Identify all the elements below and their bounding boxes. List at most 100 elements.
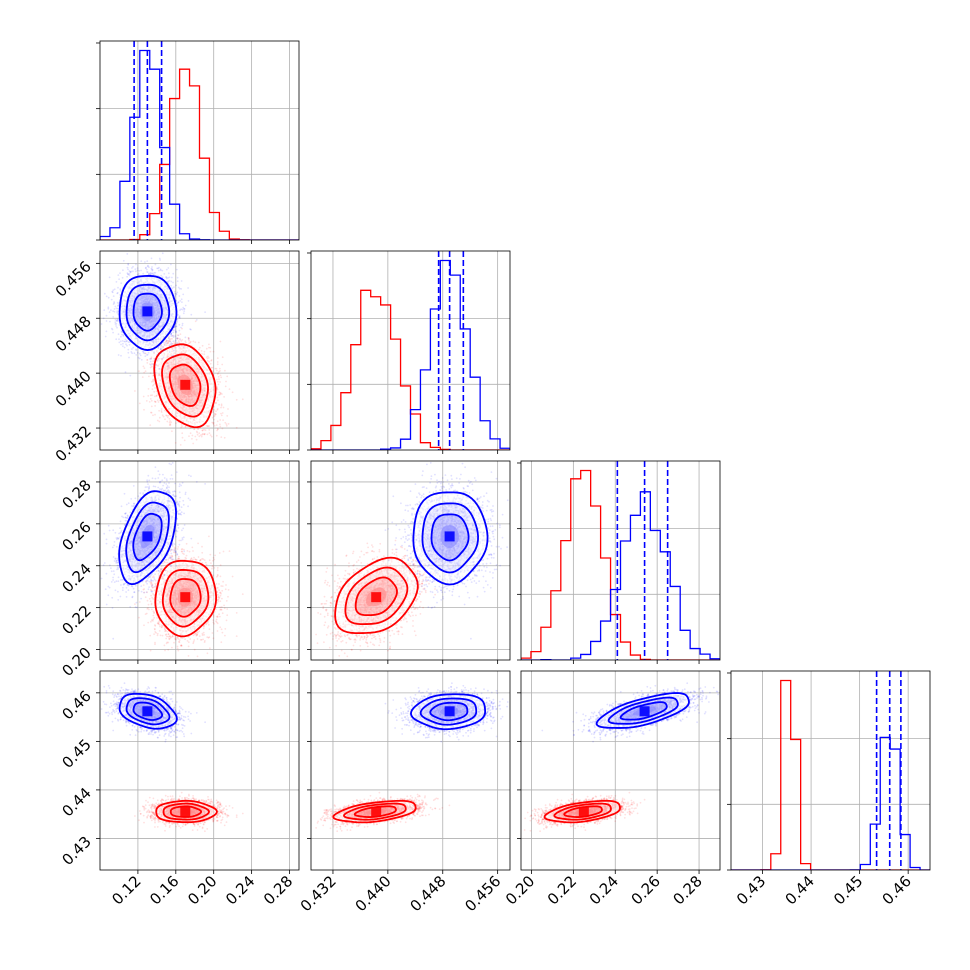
x-tick-label: 0.46: [879, 872, 915, 908]
contour-line: [125, 501, 170, 574]
contour-line: [125, 283, 171, 342]
x-tick-label: 0.28: [670, 872, 706, 908]
density-peak: [371, 592, 382, 603]
density-peak: [180, 379, 191, 390]
panel-frame: [520, 670, 721, 871]
contour-line: [430, 513, 470, 562]
x-tick-label: 0.43: [733, 872, 769, 908]
contour-line: [153, 343, 217, 429]
y-tick-label: 0.440: [52, 367, 95, 410]
y-tick-label: 0.44: [58, 784, 94, 820]
x-tick-label: 0.432: [297, 872, 340, 915]
density-peak: [142, 706, 153, 717]
y-tick-label: 0.448: [52, 312, 95, 355]
y-tick-label: 0.28: [58, 476, 94, 512]
contour-line: [118, 692, 178, 730]
y-tick-label: 0.26: [58, 518, 94, 554]
contour-line: [595, 692, 690, 729]
y-tick-label: 0.45: [58, 735, 94, 771]
panel-frame: [99, 460, 300, 661]
density-peak: [578, 806, 589, 817]
density-peak: [444, 531, 455, 542]
density-peak: [444, 706, 455, 717]
density-peak: [639, 706, 650, 717]
contour-line: [607, 696, 679, 725]
contour-line: [161, 353, 209, 418]
contour-line: [118, 490, 177, 586]
scatter-panel-3-0: 0.12 0.16 0.20 0.24 0.28 0.43 0.44 0.45 0.46: [58, 670, 300, 908]
scatter-panel-2-1: [307, 460, 511, 664]
x-tick-label: 0.24: [222, 872, 258, 908]
contour-line: [332, 799, 417, 824]
hist-panel-0: [96, 40, 300, 244]
y-tick-label: 0.24: [58, 560, 94, 596]
contour-line: [421, 502, 479, 574]
contour-line: [343, 802, 407, 821]
contour-line: [162, 802, 210, 821]
contour-line: [419, 697, 478, 726]
contour-line: [344, 566, 409, 626]
histogram-series-1: [521, 491, 720, 660]
contour-line: [168, 363, 202, 407]
y-tick-label: 0.22: [58, 602, 94, 638]
density-peak: [180, 592, 191, 603]
density-peak: [371, 806, 382, 817]
density-peak: [180, 806, 191, 817]
contour-line: [132, 292, 163, 332]
scatter-panel-1-0: 0.432 0.440 0.448 0.456: [52, 250, 300, 465]
x-tick-label: 0.440: [352, 872, 395, 915]
contour-line: [169, 805, 203, 818]
contour-line: [161, 569, 210, 628]
panel-frame: [730, 670, 931, 871]
panel-frame: [310, 670, 511, 871]
hist-panel-1: [307, 250, 511, 454]
y-tick-label: 0.456: [52, 257, 95, 300]
x-tick-label: 0.28: [260, 872, 296, 908]
contour-line: [412, 491, 489, 586]
x-tick-label: 0.456: [461, 872, 504, 915]
hist-panel-3: 0.43 0.44 0.45 0.46: [727, 670, 931, 908]
x-tick-label: 0.45: [830, 872, 866, 908]
y-tick-label: 0.20: [58, 644, 94, 680]
scatter-panel-3-1: 0.432 0.440 0.448 0.456: [297, 670, 511, 915]
y-tick-label: 0.46: [58, 687, 94, 723]
contour-line: [619, 701, 668, 721]
density-peak: [142, 306, 153, 317]
contour-line: [553, 802, 612, 821]
contour-line: [154, 559, 218, 638]
contour-line: [563, 805, 603, 818]
contour-line: [543, 799, 621, 824]
x-tick-label: 0.16: [146, 872, 182, 908]
panel-frame: [99, 670, 300, 871]
x-tick-label: 0.22: [544, 872, 580, 908]
scatter-panel-2-0: 0.20 0.22 0.24 0.26 0.28: [58, 460, 300, 680]
hist-panel-2: [517, 460, 721, 664]
density-peak: [142, 531, 153, 542]
scatter-panel-3-2: 0.20 0.22 0.24 0.26 0.28: [502, 670, 721, 908]
x-tick-label: 0.20: [184, 872, 220, 908]
contour-line: [169, 578, 202, 618]
y-tick-label: 0.432: [52, 422, 95, 465]
x-tick-label: 0.24: [586, 872, 622, 908]
contour-line: [132, 701, 164, 721]
histogram-series-1: [100, 49, 299, 240]
contour-line: [125, 697, 171, 726]
contour-line: [118, 275, 178, 351]
x-tick-label: 0.26: [628, 872, 664, 908]
panel-frame: [520, 460, 721, 661]
contour-line: [334, 556, 419, 635]
histogram-series-1: [311, 259, 510, 450]
panel-frame: [310, 460, 511, 661]
contour-line: [155, 799, 218, 824]
contour-line: [410, 693, 487, 731]
y-tick-label: 0.43: [58, 833, 94, 869]
contour-line: [132, 512, 163, 562]
contour-line: [353, 805, 397, 818]
panel-frame: [99, 40, 300, 241]
panel-frame: [99, 250, 300, 451]
x-tick-label: 0.448: [406, 872, 449, 915]
panel-frame: [310, 250, 511, 451]
x-tick-label: 0.44: [782, 872, 818, 908]
contour-line: [354, 576, 398, 617]
